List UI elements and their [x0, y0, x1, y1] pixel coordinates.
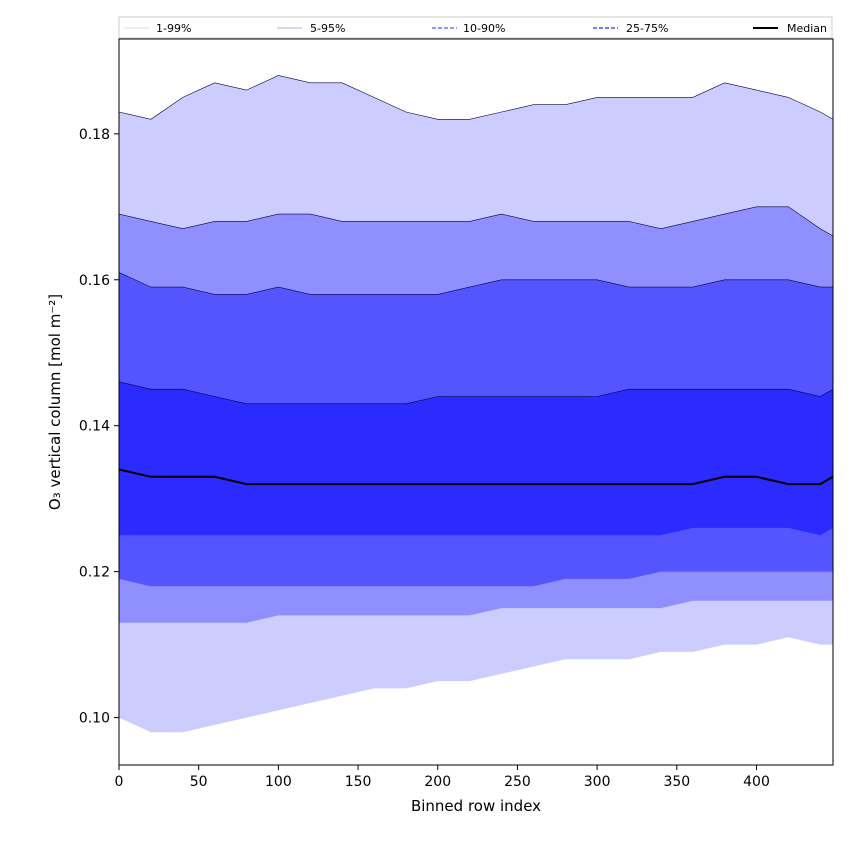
band-upper-edge: [118, 206, 834, 237]
x-tick-label: 300: [584, 774, 611, 790]
legend: 1-99% 5-95% 10-90% 25-75% Median: [118, 16, 833, 39]
x-tick-label: 200: [424, 774, 451, 790]
y-axis-ticks: 0.10 0.12 0.14 0.16 0.18: [79, 127, 119, 727]
y-axis-label: O₃ vertical column [mol m⁻²]: [46, 294, 64, 510]
legend-label: 1-99%: [156, 22, 191, 35]
x-tick-label: 50: [190, 774, 208, 790]
legend-label: 10-90%: [463, 22, 505, 35]
x-tick-label: 150: [345, 774, 372, 790]
band-upper-edge: [118, 381, 834, 405]
legend-box: [118, 16, 833, 39]
x-tick-label: 400: [743, 774, 770, 790]
band-edge-lines: [118, 75, 834, 486]
legend-label: 5-95%: [310, 22, 345, 35]
y-tick-label: 0.12: [79, 565, 110, 581]
x-tick-label: 0: [115, 774, 124, 790]
band-upper-edge: [118, 272, 833, 295]
x-tick-label: 100: [265, 774, 292, 790]
median-line: [118, 468, 834, 486]
y-tick-label: 0.10: [79, 711, 110, 727]
y-tick-label: 0.16: [79, 273, 110, 289]
percentile-bands: [119, 75, 833, 733]
band-upper-edge: [118, 75, 834, 120]
x-tick-label: 350: [663, 774, 690, 790]
legend-label: Median: [787, 22, 827, 35]
band-25-75pct: [119, 381, 833, 536]
plot-area-frame: [118, 38, 834, 766]
x-axis-ticks: 0 50 100 150 200 250 300 350 400: [115, 765, 770, 790]
x-axis-label: Binned row index: [411, 797, 541, 815]
x-tick-label: 250: [504, 774, 531, 790]
legend-label: 25-75%: [626, 22, 668, 35]
y-tick-label: 0.18: [79, 127, 110, 143]
y-tick-label: 0.14: [79, 419, 110, 435]
